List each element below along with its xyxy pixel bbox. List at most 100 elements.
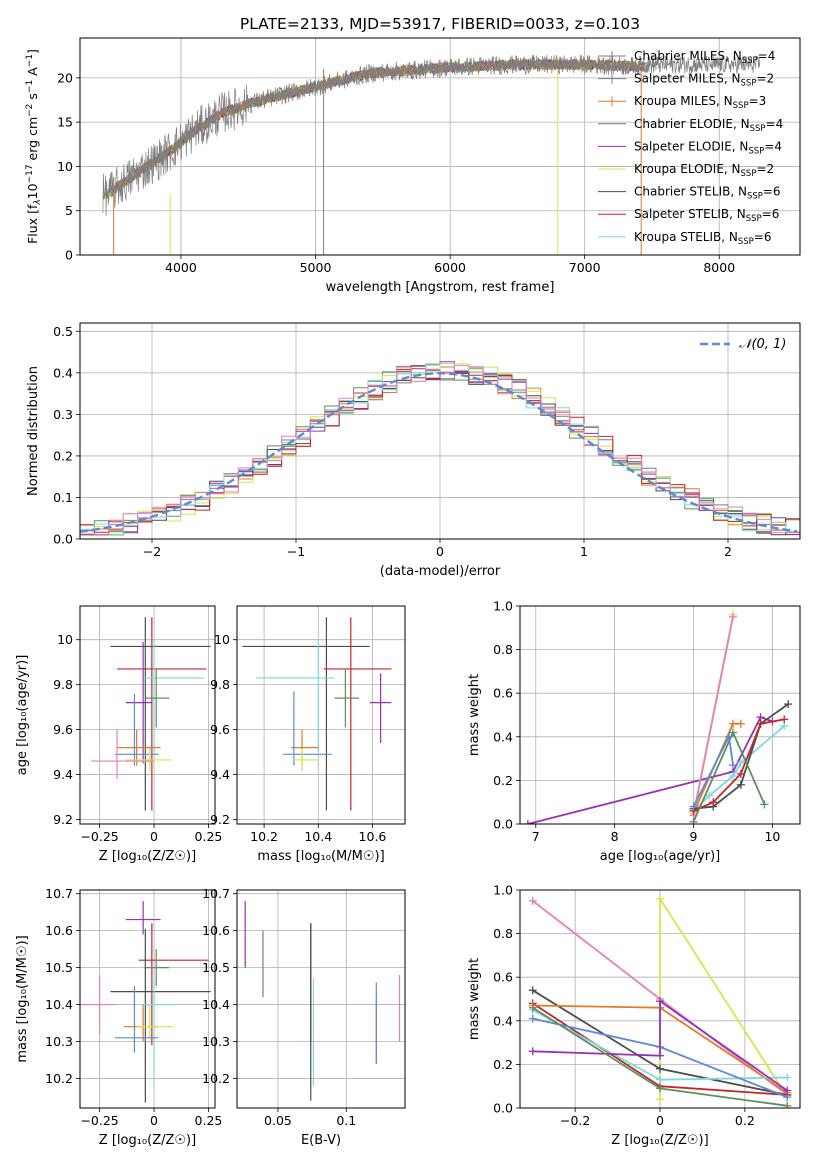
weight-marker [736,758,745,767]
weight_vs_Z-xtick-label: −0.2 [560,1113,590,1128]
errorbar-point [293,748,319,772]
spectrum-line-observed-tail [638,55,760,74]
spectrum-line-chabrier-stelib [102,58,646,200]
residuals-xtick-label: −1 [287,544,305,559]
age_vs_mass-grid [237,606,405,824]
weight-marker [528,1003,537,1012]
errorbar-point [145,949,170,987]
weight_vs_Z-ytick-label: 0.4 [493,1013,513,1028]
age_vs_mass-panel: 10.2 10.4 10.6 9.2 9.4 9.6 9.8 10 mass [log₁₀(M/… [210,605,406,864]
histogram-kroupa-stelib [80,363,800,536]
legend-name: Kroupa MILES, N [634,94,733,108]
weight_vs_Z-xtick-label: 0.2 [735,1113,755,1128]
spectrum-ylabel: Flux [fλ10−17 erg cm−2 s−1 A−1] [25,49,43,244]
legend-value: =4 [766,117,784,131]
ylabel-sup: −1 [25,54,35,67]
age_vs_Z-ylabel: age [log₁₀(age/yr)] [15,655,30,776]
errorbar-point [114,986,159,1053]
weight-marker [528,986,537,995]
legend-name: Salpeter ELODIE, N [634,139,748,153]
errorbar-point [138,923,209,1046]
weight_vs_Z-ytick-label: 1.0 [493,883,513,898]
residuals-ytick-label: 0.3 [53,407,73,422]
errorbar-point [125,748,172,772]
age_vs_mass-xtick-label: 10.6 [359,829,387,844]
legend-value: =4 [764,139,782,153]
mass_vs_ebv-plot-area [244,901,401,1101]
legend-value: =2 [756,162,774,176]
figure-title: PLATE=2133, MJD=53917, FIBERID=0033, z=0… [240,15,640,33]
spectrum-xtick-label: 7000 [569,260,601,275]
weight-marker [783,1101,792,1108]
age_vs_Z-xlabel: Z [log₁₀(Z/Z☉)] [99,849,196,864]
residuals-ytick-label: 0.5 [53,324,73,339]
weight_vs_age-xtick-label: 9 [690,829,698,844]
errorbar-point [334,668,359,728]
age_vs_mass-ytick-label: 9.2 [210,812,230,827]
weight-marker [528,1047,537,1056]
weight-marker [689,802,698,811]
weight_vs_Z-ytick-label: 0.2 [493,1057,513,1072]
mass_vs_Z-xtick-label: −0.25 [80,1113,118,1128]
mass_vs_Z-ytick-label: 10.6 [45,923,73,938]
mass_vs_Z-xtick-label: 0 [150,1113,158,1128]
mass_vs_ebv-frame [236,889,406,1109]
weight-marker [725,732,734,741]
age_vs_Z-ytick-label: 9.6 [53,722,73,737]
residuals-grid [80,323,800,540]
legend-value: =6 [763,185,781,199]
age_vs_Z-ytick-label: 10 [57,632,73,647]
legend-value: =6 [762,207,780,221]
weight-marker [523,820,532,824]
weight-marker [760,800,769,809]
spectrum-xtick-label: 4000 [165,260,197,275]
mass_vs_Z-ylabel: mass [log₁₀(M/M☉)] [15,935,30,1062]
mass_vs_ebv-ytick-label: 10.3 [202,1034,230,1049]
weight-marker [728,772,737,781]
residuals-ytick-label: 0.1 [53,490,73,505]
weight-marker [783,1086,792,1095]
residuals-ytick-label: 0.4 [53,365,73,380]
weight_vs_age-plot-area [523,610,793,824]
spectrum-frame [79,37,801,256]
weight-marker [705,791,714,800]
errorbar-point [283,691,332,766]
weight-marker [689,817,698,824]
legend-label: Salpeter STELIB, NSSP=6 [634,207,779,224]
ylabel-part: Flux [f [25,204,40,244]
mass_vs_ebv-ytick-label: 10.7 [202,886,230,901]
weight-marker [656,1064,664,1073]
ylabel-sup: −2 [25,104,35,117]
weight_vs_age-ytick-label: 0.2 [493,773,513,788]
legend-sub: SSP [738,237,754,247]
mass_vs_ebv-ytick-label: 10.5 [202,960,230,975]
histogram-salpeter-stelib [80,365,800,533]
age_vs_Z-xtick-label: 0 [150,829,158,844]
weight_vs_Z-xtick-label: 0 [656,1113,664,1128]
weight_vs_age-ytick-label: 1.0 [493,599,513,614]
mass_vs_ebv-ytick-label: 10.4 [202,997,230,1012]
mass_vs_Z-ytick-label: 10.3 [45,1034,73,1049]
weight_vs_Z-plot-area [528,894,792,1108]
weight_vs_age-xtick-label: 8 [611,829,619,844]
legend-name: Salpeter MILES, N [634,72,741,86]
weight-marker [736,769,745,778]
spectrum-ytick-label: 10 [57,159,73,174]
weight_vs_Z-ytick-label: 0.6 [493,970,513,985]
mass_vs_ebv-ytick-label: 10.2 [202,1071,230,1086]
weight_vs_age-panel: 7 8 9 10 0.0 0.2 0.4 0.6 0.8 1.0 age [log₁₀(age/yr… [467,599,801,864]
age_vs_mass-ytick-label: 9.4 [210,767,230,782]
weight_vs_Z-ytick-label: 0.8 [493,926,513,941]
residuals-panel: −2 −1 0 1 2 0.0 0.1 0.2 0.3 0.4 0.5 (data-model)/er… [26,322,801,579]
residuals-legend: 𝒩(0, 1) [700,337,786,352]
spectrum-ytick-label: 20 [57,70,73,85]
mass_vs_Z-ytick-label: 10.2 [45,1071,73,1086]
mass_vs_Z-ytick-label: 10.7 [45,886,73,901]
errorbar-point [110,617,211,811]
spectrum-line-salpeter-elodie [110,57,639,191]
residuals-xtick-label: 2 [724,544,732,559]
weight-marker [728,612,737,621]
errorbar-point [123,1004,159,1042]
legend-label: Salpeter MILES, NSSP=2 [634,72,774,89]
